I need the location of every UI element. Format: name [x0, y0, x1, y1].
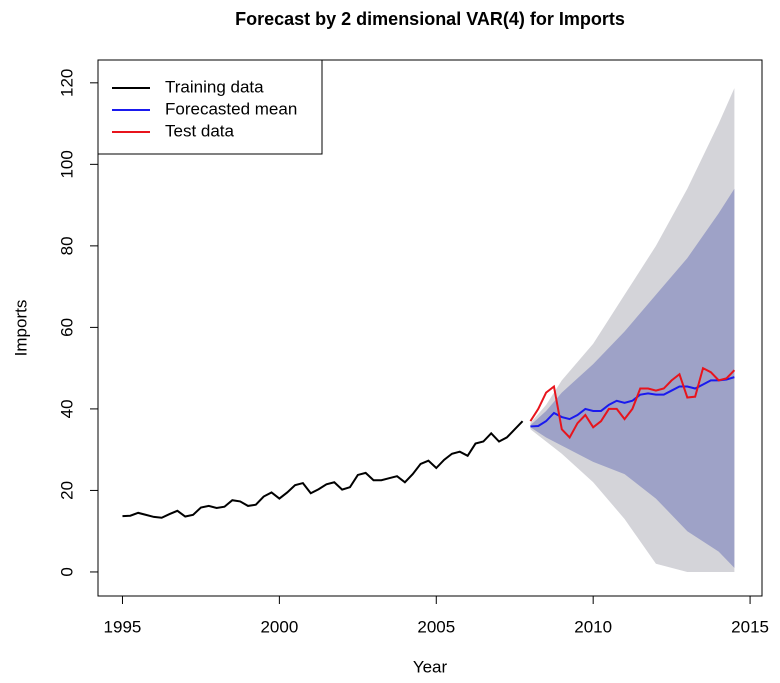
- y-tick-label: 0: [57, 567, 76, 576]
- forecast-band: [530, 188, 735, 568]
- y-tick-label: 120: [57, 69, 76, 97]
- legend-box: [97, 59, 323, 155]
- x-tick-label: 2005: [417, 617, 455, 636]
- y-tick-label: 100: [57, 150, 76, 178]
- legend-label: Test data: [165, 121, 235, 140]
- y-tick-label: 60: [57, 318, 76, 337]
- x-axis-label: Year: [413, 657, 448, 676]
- y-axis-label: Imports: [11, 300, 30, 357]
- x-tick-label: 2010: [574, 617, 612, 636]
- chart-title: Forecast by 2 dimensional VAR(4) for Imp…: [235, 9, 625, 29]
- legend-label: Training data: [165, 77, 264, 96]
- y-tick-label: 40: [57, 399, 76, 418]
- series-line: [122, 420, 524, 519]
- x-tick-label: 2000: [260, 617, 298, 636]
- x-tick-label: 2015: [731, 617, 769, 636]
- x-tick-label: 1995: [104, 617, 142, 636]
- y-tick-label: 20: [57, 481, 76, 500]
- y-tick-label: 80: [57, 236, 76, 255]
- legend-label: Forecasted mean: [165, 99, 297, 118]
- series-line: [529, 366, 736, 440]
- series-line: [530, 376, 735, 428]
